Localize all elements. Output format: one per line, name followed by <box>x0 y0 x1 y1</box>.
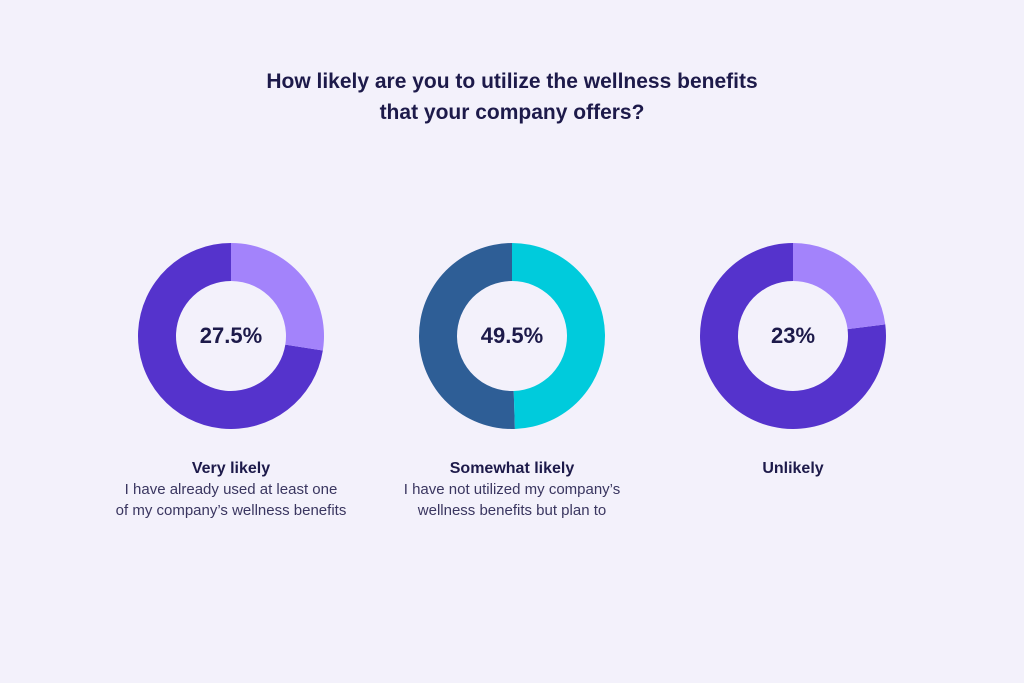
donut-segment-very-likely <box>231 243 324 351</box>
donut-segment-unlikely-remainder <box>700 243 886 429</box>
category-label-very-likely: Very likely <box>191 460 271 477</box>
caption-very-likely: Very likely I have already used at least… <box>101 458 361 521</box>
chart-title-line-1: How likely are you to utilize the wellne… <box>266 70 758 93</box>
donut-svg-somewhat-likely <box>419 243 605 429</box>
category-description-very-likely-line-1: I have already used at least one <box>124 481 338 498</box>
donut-chart-unlikely: 23% <box>700 243 886 429</box>
donut-segment-very-likely-remainder <box>138 243 323 429</box>
caption-somewhat-likely: Somewhat likely I have not utilized my c… <box>382 458 642 521</box>
chart-title-line-2: that your company offers? <box>379 101 645 124</box>
donut-segment-somewhat-likely <box>512 243 605 429</box>
caption-unlikely: Unlikely <box>663 458 923 479</box>
category-description-somewhat-likely-line-2: wellness benefits but plan to <box>417 502 607 519</box>
donut-chart-somewhat-likely: 49.5% <box>419 243 605 429</box>
donut-chart-very-likely: 27.5% <box>138 243 324 429</box>
donut-value-somewhat-likely: 49.5% <box>480 323 544 348</box>
category-description-very-likely-line-2: of my company’s wellness benefits <box>115 502 347 519</box>
donut-segment-somewhat-likely-remainder <box>419 243 515 429</box>
donut-value-very-likely: 27.5% <box>199 323 263 348</box>
category-label-somewhat-likely: Somewhat likely <box>449 460 575 477</box>
category-label-unlikely: Unlikely <box>762 460 824 477</box>
chart-title: How likely are you to utilize the wellne… <box>0 66 1024 128</box>
donut-svg-unlikely <box>700 243 886 429</box>
donut-segment-unlikely <box>793 243 886 330</box>
donut-value-unlikely: 23% <box>770 323 816 348</box>
donut-svg-very-likely <box>138 243 324 429</box>
category-description-somewhat-likely-line-1: I have not utilized my company’s <box>403 481 621 498</box>
